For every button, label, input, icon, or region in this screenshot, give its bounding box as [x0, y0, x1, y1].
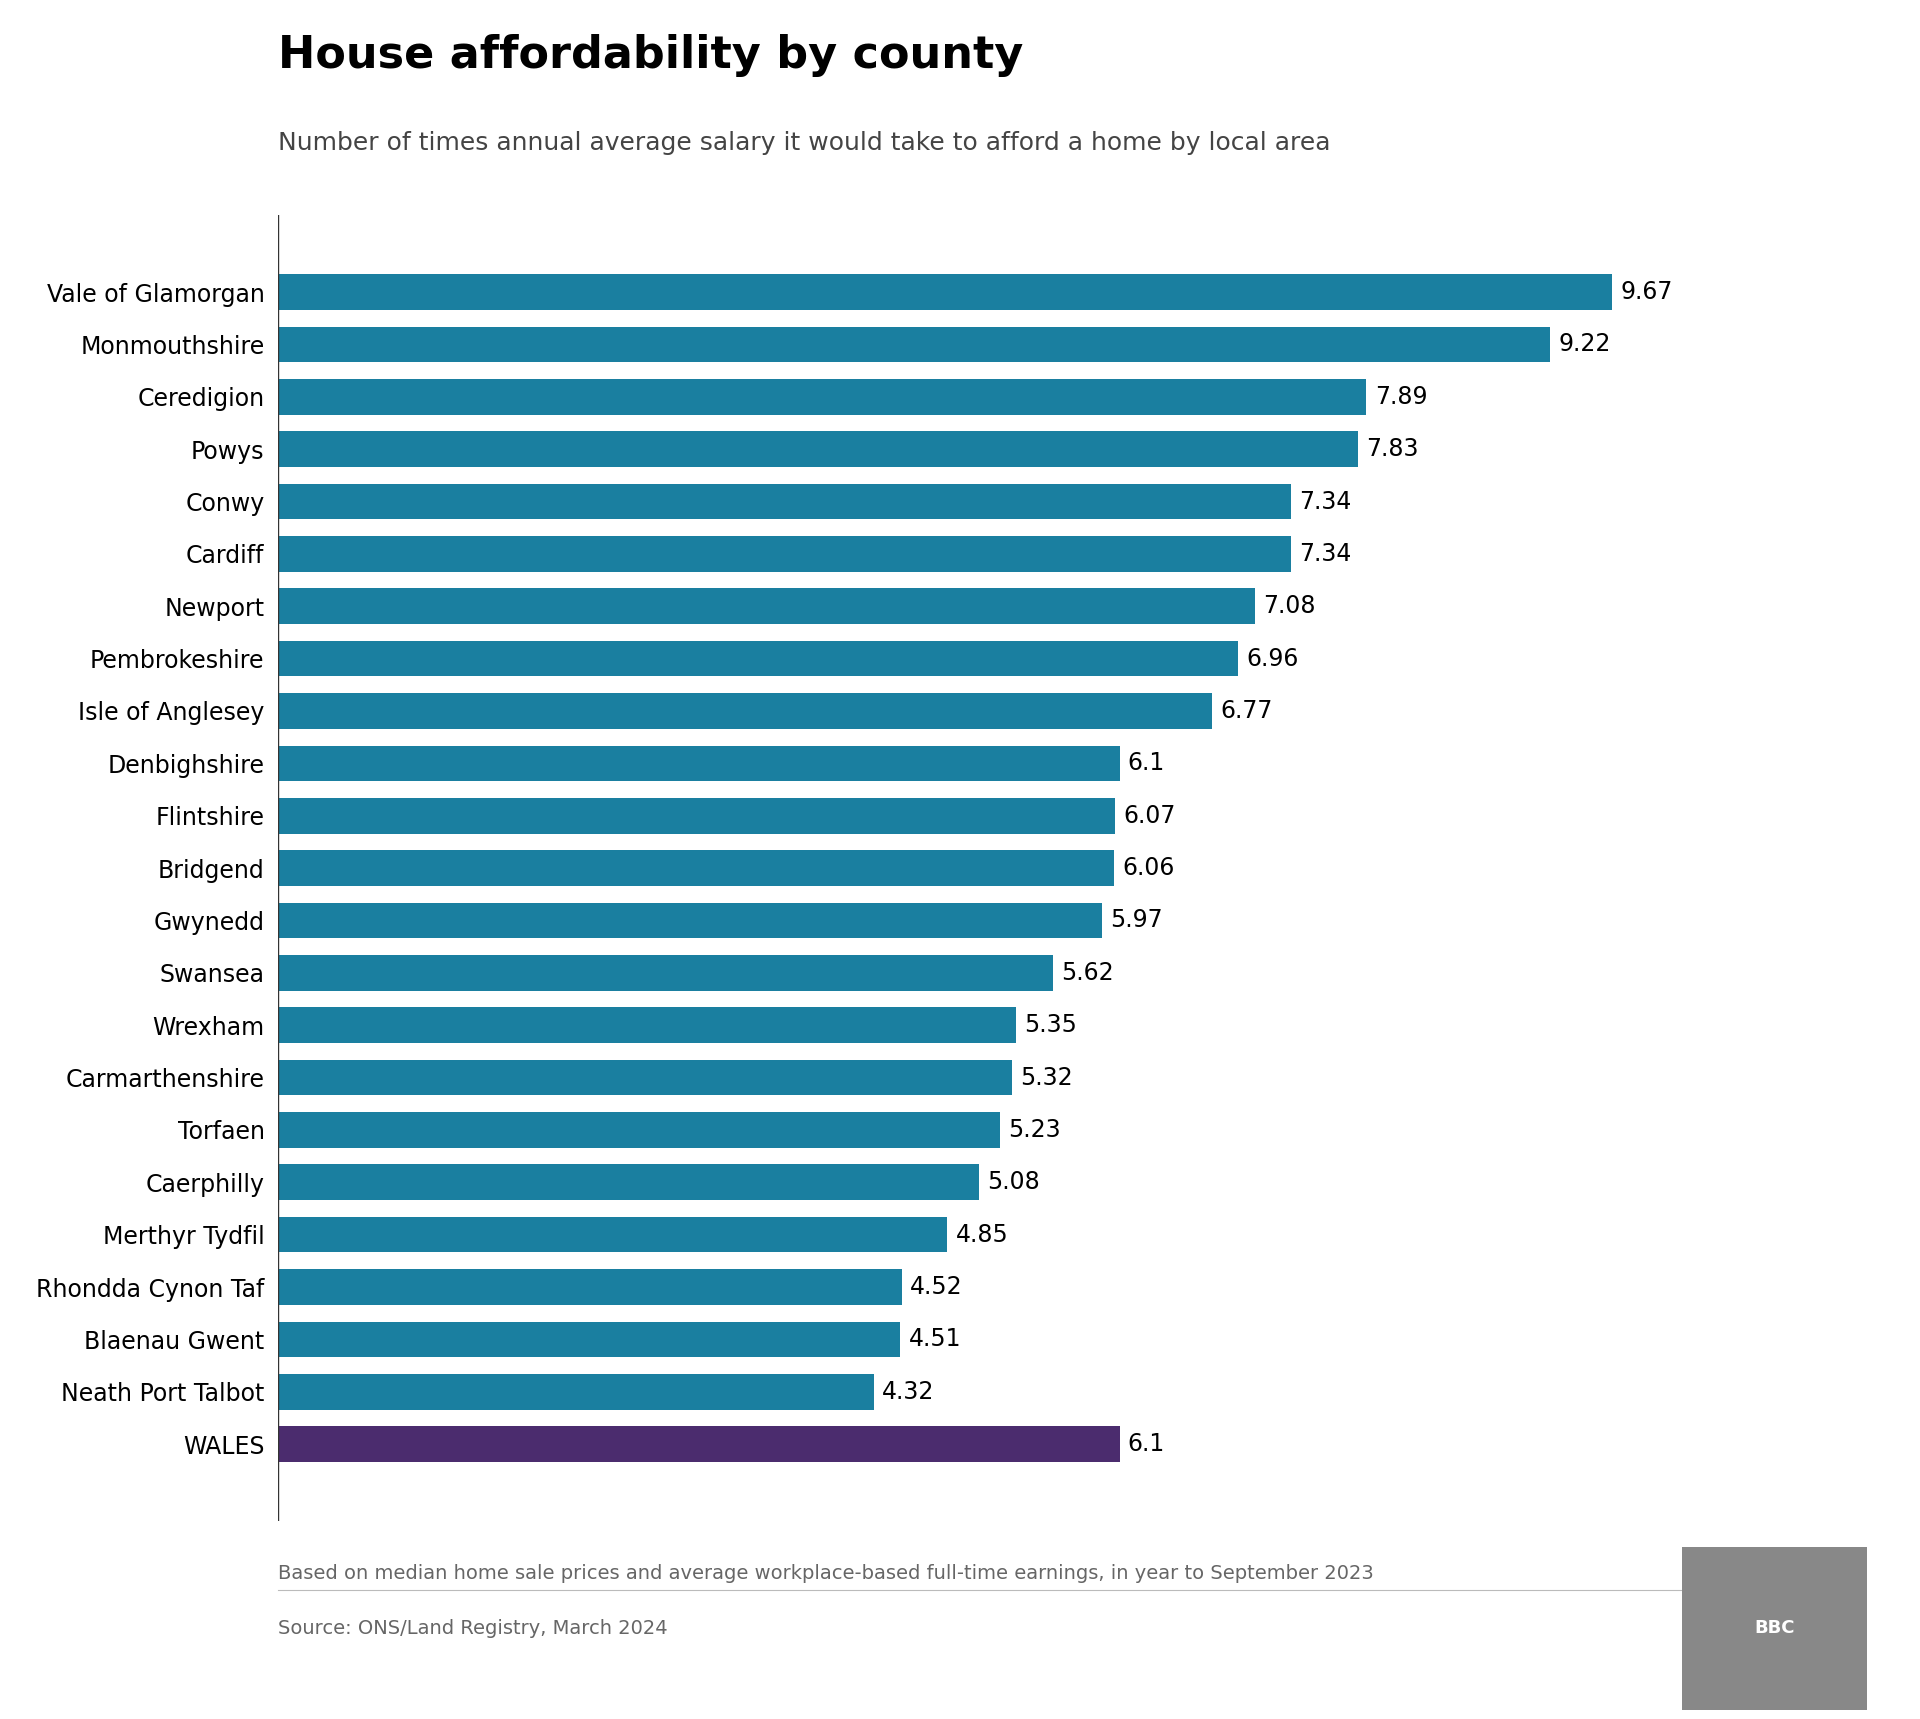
Text: 4.85: 4.85 — [956, 1222, 1008, 1246]
Text: 5.97: 5.97 — [1110, 908, 1162, 932]
Bar — [278, 1322, 900, 1358]
Text: 9.22: 9.22 — [1557, 332, 1611, 356]
Text: 5.35: 5.35 — [1025, 1012, 1077, 1037]
Text: 4.32: 4.32 — [883, 1380, 935, 1404]
Text: 7.34: 7.34 — [1298, 490, 1352, 514]
Text: 7.34: 7.34 — [1298, 541, 1352, 566]
Text: 5.08: 5.08 — [987, 1171, 1041, 1195]
Bar — [278, 798, 1116, 834]
Text: 6.06: 6.06 — [1123, 856, 1175, 880]
Text: Source: ONS/Land Registry, March 2024: Source: ONS/Land Registry, March 2024 — [278, 1619, 668, 1638]
Bar — [278, 431, 1357, 468]
Text: 4.51: 4.51 — [908, 1327, 962, 1351]
Text: 5.62: 5.62 — [1062, 961, 1114, 985]
Bar — [278, 1164, 979, 1200]
Text: 6.1: 6.1 — [1127, 1432, 1165, 1456]
Text: Number of times annual average salary it would take to afford a home by local ar: Number of times annual average salary it… — [278, 131, 1331, 155]
Bar — [278, 693, 1212, 729]
Text: House affordability by county: House affordability by county — [278, 34, 1023, 77]
Text: Based on median home sale prices and average workplace-based full-time earnings,: Based on median home sale prices and ave… — [278, 1564, 1375, 1583]
Text: 4.52: 4.52 — [910, 1275, 962, 1300]
Bar — [278, 746, 1119, 780]
Text: 6.77: 6.77 — [1221, 700, 1273, 724]
Bar — [278, 956, 1054, 990]
Text: 7.83: 7.83 — [1367, 437, 1419, 461]
Bar — [278, 1007, 1016, 1043]
Text: BBC: BBC — [1755, 1619, 1795, 1636]
Bar — [278, 275, 1611, 309]
Bar — [278, 1112, 1000, 1148]
Text: 7.89: 7.89 — [1375, 385, 1427, 409]
Bar — [278, 1059, 1012, 1095]
Bar — [278, 1427, 1119, 1461]
Bar — [278, 378, 1367, 414]
Bar — [278, 327, 1549, 363]
Text: 6.1: 6.1 — [1127, 751, 1165, 775]
Text: 7.08: 7.08 — [1263, 595, 1315, 619]
Bar — [278, 851, 1114, 885]
Text: 6.07: 6.07 — [1123, 804, 1177, 829]
Text: 5.23: 5.23 — [1008, 1117, 1060, 1141]
Bar — [278, 588, 1254, 624]
Text: 5.32: 5.32 — [1020, 1066, 1073, 1090]
Bar — [278, 902, 1102, 939]
Bar — [278, 483, 1290, 519]
Text: 6.96: 6.96 — [1246, 646, 1298, 670]
Bar — [278, 1217, 947, 1253]
Bar — [278, 536, 1290, 572]
Bar — [278, 1269, 902, 1305]
Bar — [278, 641, 1238, 677]
Bar — [278, 1373, 874, 1410]
Text: 9.67: 9.67 — [1620, 280, 1672, 304]
